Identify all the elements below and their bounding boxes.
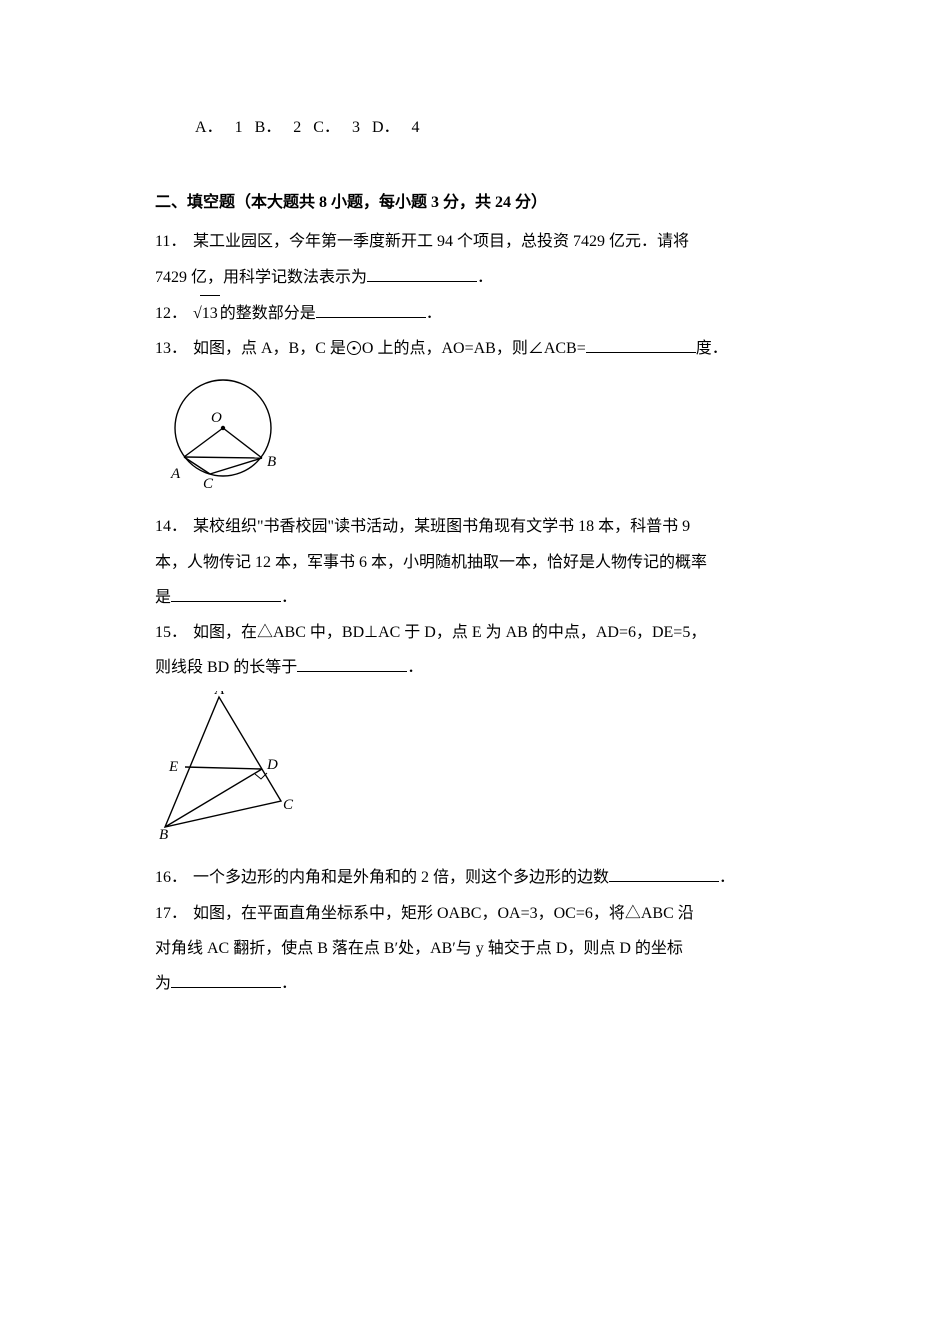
q15-label-B: B (159, 827, 168, 841)
q12-blank (316, 300, 426, 318)
q15-label-A: A (214, 691, 225, 698)
q14-blank (171, 584, 281, 602)
q15-num: 15． (155, 615, 189, 650)
q13-svg: O A B C (155, 372, 295, 490)
q13-figure: O A B C (155, 372, 795, 503)
q17: 17． 如图，在平面直角坐标系中，矩形 OABC，OA=3，OC=6，将△ABC… (155, 896, 795, 931)
section-2-title: 二、填空题（本大题共 8 小题，每小题 3 分，共 24 分） (155, 185, 795, 220)
q15-svg: A B C D E (155, 691, 300, 841)
q14-text-1: 某校组织"书香校园"读书活动，某班图书角现有文学书 18 本，科普书 9 (193, 518, 690, 535)
q15-blank (297, 654, 407, 672)
q16-tail: ． (719, 869, 735, 886)
q13-O-dot (221, 426, 225, 430)
q17-line3: 为． (155, 966, 795, 1001)
q14-line2: 本，人物传记 12 本，军事书 6 本，小明随机抽取一本，恰好是人物传记的概率 (155, 545, 795, 580)
opt-c-label: C． (313, 119, 340, 136)
q17-text-2: 对角线 AC 翻折，使点 B 落在点 B′处，AB′与 y 轴交于点 D，则点 … (155, 940, 683, 957)
q11: 11． 某工业园区，今年第一季度新开工 94 个项目，总投资 7429 亿元．请… (155, 224, 795, 259)
q17-line2: 对角线 AC 翻折，使点 B 落在点 B′处，AB′与 y 轴交于点 D，则点 … (155, 931, 795, 966)
q13-CB (210, 458, 262, 474)
opt-c-val: 3 (352, 119, 360, 136)
opt-a-val: 1 (235, 119, 243, 136)
q15-text-2: 则线段 BD 的长等于 (155, 659, 297, 676)
q15-tail: ． (407, 659, 423, 676)
q14-line3: 是． (155, 580, 795, 615)
circle-o-icon (347, 341, 361, 355)
q13-label-A: A (170, 466, 181, 482)
q14-text-2: 本，人物传记 12 本，军事书 6 本，小明随机抽取一本，恰好是人物传记的概率 (155, 554, 707, 571)
q15-label-D: D (266, 757, 278, 773)
q15-figure: A B C D E (155, 691, 795, 854)
q15-label-E: E (168, 759, 178, 775)
q16-text: 一个多边形的内角和是外角和的 2 倍，则这个多边形的边数 (193, 869, 609, 886)
q13-CA (184, 457, 210, 474)
q14-tail: ． (281, 589, 297, 606)
q17-num: 17． (155, 896, 189, 931)
q14: 14． 某校组织"书香校园"读书活动，某班图书角现有文学书 18 本，科普书 9 (155, 509, 795, 544)
q10-options: A． 1 B． 2 C． 3 D． 4 (155, 110, 795, 145)
q12-period: ． (426, 305, 442, 322)
q12-text: 的整数部分是 (220, 305, 316, 322)
q13-num: 13． (155, 331, 189, 366)
opt-b-val: 2 (293, 119, 301, 136)
q13-label-C: C (203, 476, 214, 490)
q15-BD (165, 769, 262, 827)
q16-num: 16． (155, 860, 189, 895)
q13-blank (586, 335, 696, 353)
q12-num: 12． (155, 296, 189, 331)
q15-line2: 则线段 BD 的长等于 ． (155, 650, 795, 685)
q14-num: 14． (155, 509, 189, 544)
opt-a-label: A． (195, 119, 223, 136)
q17-text-1: 如图，在平面直角坐标系中，矩形 OABC，OA=3，OC=6，将△ABC 沿 (193, 905, 694, 922)
q16-blank (609, 865, 719, 883)
q15-ED (185, 767, 262, 769)
q13-tail: 度． (696, 340, 728, 357)
q11-blank (367, 264, 477, 282)
q16: 16． 一个多边形的内角和是外角和的 2 倍，则这个多边形的边数 ． (155, 860, 795, 895)
q13-OB (223, 428, 262, 458)
q12: 12． √13的整数部分是． (155, 295, 795, 331)
q13-OA (184, 428, 223, 457)
opt-b-label: B． (255, 119, 282, 136)
sqrt-radicand: 13 (200, 295, 220, 331)
q11-line2: 7429 亿，用科学记数法表示为 ． (155, 260, 795, 295)
q13-AB (184, 457, 262, 458)
q13-text-2: O 上的点，AO=AB，则∠ACB= (362, 340, 586, 357)
opt-d-val: 4 (412, 119, 420, 136)
q15: 15． 如图，在△ABC 中，BD⊥AC 于 D，点 E 为 AB 的中点，AD… (155, 615, 795, 650)
q13: 13． 如图，点 A，B，C 是 O 上的点，AO=AB，则∠ACB= 度． (155, 331, 795, 366)
q11-tail: ． (477, 269, 493, 286)
q15-text-1: 如图，在△ABC 中，BD⊥AC 于 D，点 E 为 AB 的中点，AD=6，D… (193, 624, 706, 641)
q13-label-B: B (267, 454, 276, 470)
opt-d-label: D． (372, 119, 400, 136)
q13-label-O: O (211, 410, 222, 426)
q11-text-2: 7429 亿，用科学记数法表示为 (155, 269, 367, 286)
q14-text-3: 是 (155, 589, 171, 606)
q13-text-1: 如图，点 A，B，C 是 (193, 340, 346, 357)
q17-tail: ． (281, 975, 297, 992)
q11-text-1: 某工业园区，今年第一季度新开工 94 个项目，总投资 7429 亿元．请将 (193, 233, 689, 250)
q15-label-C: C (283, 797, 294, 813)
q15-triangle-abc (165, 697, 281, 827)
q17-blank (171, 970, 281, 988)
q17-text-3: 为 (155, 975, 171, 992)
q11-num: 11． (155, 224, 189, 259)
